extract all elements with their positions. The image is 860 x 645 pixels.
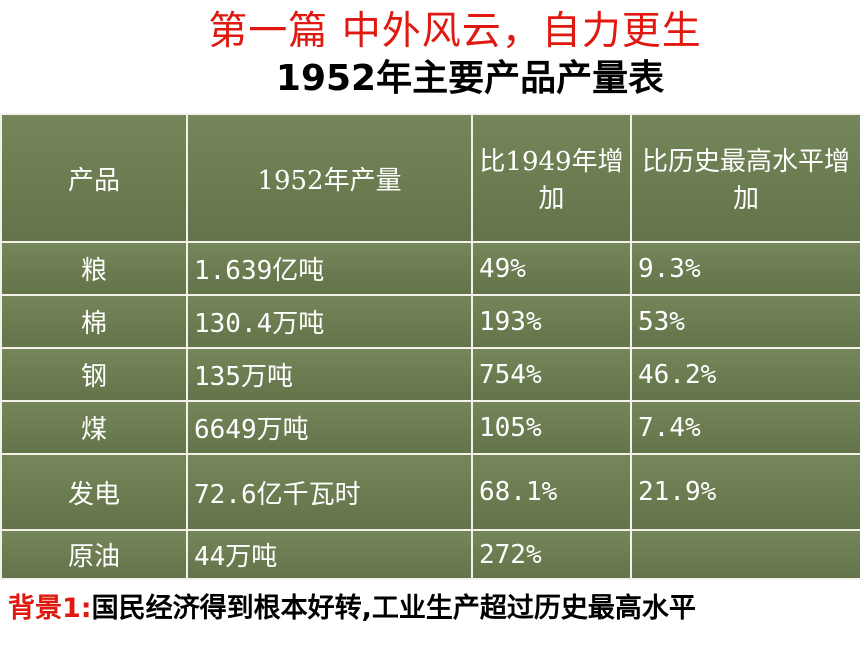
cell-output: 44万吨 xyxy=(186,529,473,580)
cell-vs-record: 53% xyxy=(630,294,860,349)
header-vs-record: 比历史最高水平增加 xyxy=(630,113,860,243)
table-row: 发电 72.6亿千瓦时 68.1% 21.9% xyxy=(0,453,860,531)
cell-vs-record: 9.3% xyxy=(630,241,860,296)
cell-output: 72.6亿千瓦时 xyxy=(186,453,473,531)
cell-product: 钢 xyxy=(0,347,188,402)
header-product: 产品 xyxy=(0,113,188,243)
cell-product: 棉 xyxy=(0,294,188,349)
table-header-row: 产品 1952年产量 比1949年增加 比历史最高水平增加 xyxy=(0,113,860,243)
cell-vs-1949: 754% xyxy=(471,347,632,402)
cell-vs-record: 21.9% xyxy=(630,453,860,531)
cell-vs-1949: 193% xyxy=(471,294,632,349)
cell-vs-record xyxy=(630,529,860,580)
header-vs-1949: 比1949年增加 xyxy=(471,113,632,243)
header-output: 1952年产量 xyxy=(186,113,473,243)
cell-product: 原油 xyxy=(0,529,188,580)
background-label: 背景1: xyxy=(8,593,92,624)
table-row: 煤 6649万吨 105% 7.4% xyxy=(0,400,860,455)
background-note: 背景1:国民经济得到根本好转,工业生产超过历史最高水平 xyxy=(8,586,860,625)
production-table: 产品 1952年产量 比1949年增加 比历史最高水平增加 粮 1.639亿吨 … xyxy=(0,113,860,580)
cell-output: 1.639亿吨 xyxy=(186,241,473,296)
table-row: 原油 44万吨 272% xyxy=(0,529,860,580)
table-row: 粮 1.639亿吨 49% 9.3% xyxy=(0,241,860,296)
cell-product: 粮 xyxy=(0,241,188,296)
background-text: 国民经济得到根本好转,工业生产超过历史最高水平 xyxy=(91,593,696,624)
cell-vs-record: 46.2% xyxy=(630,347,860,402)
cell-vs-record: 7.4% xyxy=(630,400,860,455)
cell-output: 130.4万吨 xyxy=(186,294,473,349)
page-title: 第一篇 中外风云，自力更生 xyxy=(208,9,702,54)
table-row: 棉 130.4万吨 193% 53% xyxy=(0,294,860,349)
cell-vs-1949: 105% xyxy=(471,400,632,455)
cell-vs-1949: 272% xyxy=(471,529,632,580)
cell-output: 6649万吨 xyxy=(186,400,473,455)
cell-product: 发电 xyxy=(0,453,188,531)
cell-product: 煤 xyxy=(0,400,188,455)
cell-output: 135万吨 xyxy=(186,347,473,402)
heading: 第一篇 中外风云，自力更生 1952年主要产品产量表 xyxy=(0,8,860,102)
table-row: 钢 135万吨 754% 46.2% xyxy=(0,347,860,402)
cell-vs-1949: 68.1% xyxy=(471,453,632,531)
cell-vs-1949: 49% xyxy=(471,241,632,296)
table-title: 1952年主要产品产量表 xyxy=(275,58,665,99)
